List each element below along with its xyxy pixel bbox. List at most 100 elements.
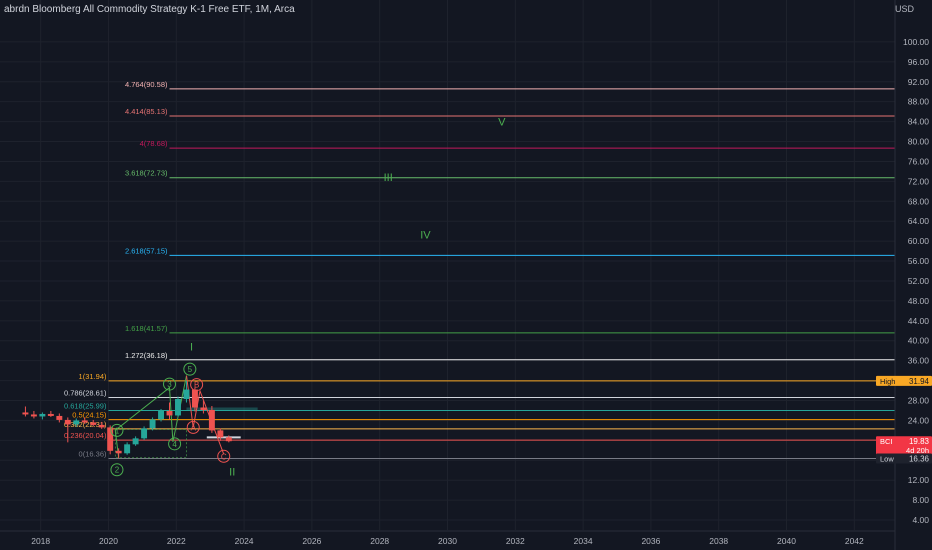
- fib-level-label: 0(16.36): [79, 449, 107, 458]
- x-tick-label: 2040: [777, 536, 796, 546]
- fib-level-label: 0.382(22.31): [64, 420, 107, 429]
- y-tick-label: 88.00: [908, 97, 930, 107]
- candle-body: [81, 420, 88, 423]
- wave-label-circle: [217, 449, 231, 463]
- fib-level-label: 4.414(85.13): [125, 107, 168, 116]
- candle-body: [158, 410, 164, 420]
- fib-level-label: 1(31.94): [79, 372, 107, 381]
- y-tick-label: 92.00: [908, 77, 930, 87]
- y-tick-label: 4.00: [912, 515, 929, 525]
- candle-body: [200, 407, 207, 410]
- candle-body: [225, 437, 232, 442]
- candle-body: [107, 427, 114, 451]
- fib-level-label: 0.5(24.15): [72, 411, 107, 420]
- wave-label: C: [221, 452, 227, 461]
- candle-body: [98, 424, 105, 428]
- price-badge-countdown: 4d 20h: [906, 446, 929, 455]
- wave-label: I: [190, 342, 193, 354]
- price-badge-label: BCI: [880, 437, 893, 446]
- y-tick-label: 24.00: [908, 415, 930, 425]
- correction-wave-path: [186, 375, 225, 455]
- price-badge-value: 16.36: [909, 454, 930, 463]
- price-badge: [876, 436, 932, 457]
- y-tick-label: 96.00: [908, 57, 930, 67]
- y-tick-label: 52.00: [908, 276, 930, 286]
- candle-body: [166, 410, 173, 416]
- candle-body: [183, 389, 190, 400]
- candle-body: [208, 409, 215, 431]
- candle-body: [90, 422, 97, 425]
- fib-level-label: 3.618(72.73): [125, 169, 168, 178]
- wave-label: 2: [115, 466, 120, 475]
- fib-level-label: 0.786(28.61): [64, 388, 107, 397]
- wave-label: V: [498, 117, 506, 129]
- candle-body: [39, 413, 46, 417]
- wave-label-circle: [190, 378, 204, 392]
- y-tick-label: 28.00: [908, 396, 930, 406]
- y-tick-label: 60.00: [908, 236, 930, 246]
- x-tick-label: 2038: [709, 536, 728, 546]
- candle-body: [191, 389, 198, 408]
- x-tick-label: 2022: [167, 536, 186, 546]
- candle-body: [141, 428, 148, 439]
- wave-projection-box: [114, 429, 187, 459]
- y-tick-label: 56.00: [908, 256, 930, 266]
- y-tick-label: 76.00: [908, 156, 930, 166]
- x-tick-label: 2028: [370, 536, 389, 546]
- candle-body: [132, 438, 139, 445]
- x-tick-label: 2024: [235, 536, 254, 546]
- candle-body: [149, 419, 156, 429]
- candle-body: [175, 399, 181, 416]
- fib-level-label: 1.618(41.57): [125, 324, 168, 333]
- x-tick-label: 2020: [99, 536, 118, 546]
- candle-body: [30, 414, 37, 417]
- y-tick-label: 68.00: [908, 196, 930, 206]
- wave-label-circle: [110, 423, 124, 437]
- chart-title: abrdn Bloomberg All Commodity Strategy K…: [4, 4, 295, 15]
- price-badge: [876, 375, 932, 386]
- wave-label: IV: [420, 230, 431, 242]
- fib-level-label: 0.618(25.99): [64, 402, 107, 411]
- wave-label-circle: [183, 362, 197, 376]
- x-tick-label: 2036: [641, 536, 660, 546]
- y-tick-label: 72.00: [908, 176, 930, 186]
- wave-label-circle: [168, 437, 182, 451]
- current-range-marker: [206, 436, 241, 439]
- candle-body: [56, 415, 63, 420]
- candle-body: [124, 444, 131, 454]
- fib-level-label: 4.764(90.58): [125, 80, 168, 89]
- x-tick-label: 2034: [574, 536, 593, 546]
- candle-body: [73, 420, 80, 425]
- wave-label-circle: [110, 463, 124, 477]
- wave-label: 4: [172, 440, 177, 449]
- y-tick-label: 8.00: [912, 495, 929, 505]
- y-tick-label: 36.00: [908, 356, 930, 366]
- price-badge-value: 19.83: [909, 437, 930, 446]
- price-axis: 4.008.0012.0016.0020.0024.0028.0032.0036…: [894, 0, 932, 550]
- candle-body: [64, 419, 71, 425]
- price-badge: [876, 453, 932, 464]
- y-tick-label: 80.00: [908, 137, 930, 147]
- wave-label: 1: [115, 426, 120, 435]
- wave-label: B: [194, 381, 199, 390]
- chart-grid: [0, 0, 895, 530]
- x-tick-label: 2030: [438, 536, 457, 546]
- impulse-wave-path: [114, 375, 187, 459]
- price-badge-label: High: [880, 377, 895, 386]
- wave-label-circle: [186, 420, 200, 434]
- x-tick-label: 2018: [31, 536, 50, 546]
- y-tick-label: 84.00: [908, 117, 930, 127]
- x-tick-label: 2026: [302, 536, 321, 546]
- y-tick-label: 100.00: [903, 37, 929, 47]
- currency-label: USD: [894, 4, 914, 14]
- fib-level-label: 1.272(36.18): [125, 351, 168, 360]
- price-badge-label: Low: [880, 454, 894, 463]
- time-axis: 2018 2020 2022 2024 2026 2028 2030 2032 2034 2036…: [0, 530, 895, 546]
- y-tick-label: 12.00: [908, 475, 930, 485]
- wave-label: 3: [167, 380, 172, 389]
- fib-level-label: 2.618(57.15): [125, 246, 168, 255]
- candle-body: [47, 413, 54, 416]
- fibonacci-extension-levels: 4.764(90.58) 4.414(85.13) 4(78.68) 3.618(72…: [64, 80, 895, 459]
- y-tick-label: 64.00: [908, 216, 930, 226]
